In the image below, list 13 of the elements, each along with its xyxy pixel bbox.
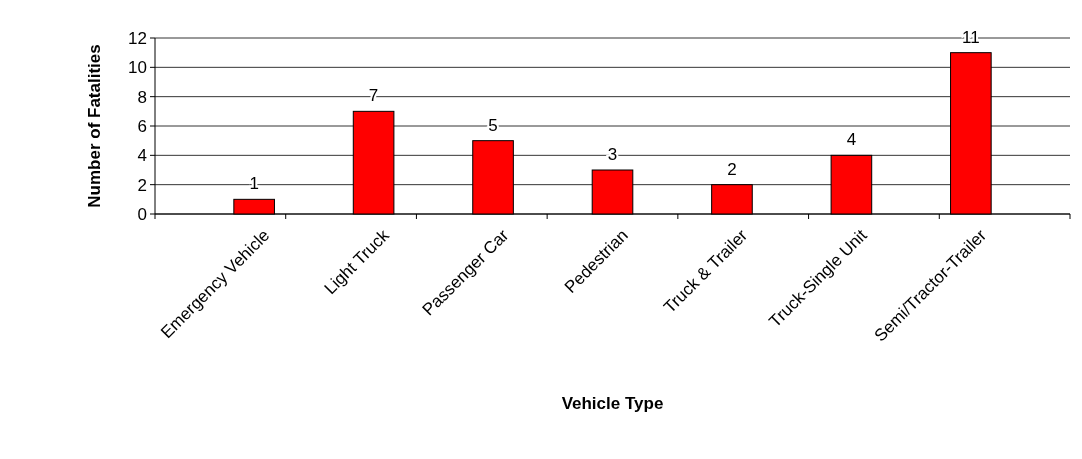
y-tick-label: 4 — [137, 146, 147, 166]
data-label: 4 — [846, 130, 857, 150]
y-tick-label: 6 — [137, 116, 147, 136]
x-axis-title: Vehicle Type — [561, 394, 664, 413]
y-tick-label: 2 — [137, 175, 147, 195]
y-tick-label: 0 — [137, 204, 147, 224]
y-tick-label: 12 — [128, 28, 147, 48]
y-tick-label: 10 — [128, 58, 147, 78]
data-label: 5 — [488, 115, 498, 135]
data-label: 2 — [727, 159, 737, 179]
y-tick-label: 8 — [137, 87, 147, 107]
data-label: 11 — [962, 27, 980, 47]
y-axis-title: Number of Fatalities — [85, 44, 104, 208]
